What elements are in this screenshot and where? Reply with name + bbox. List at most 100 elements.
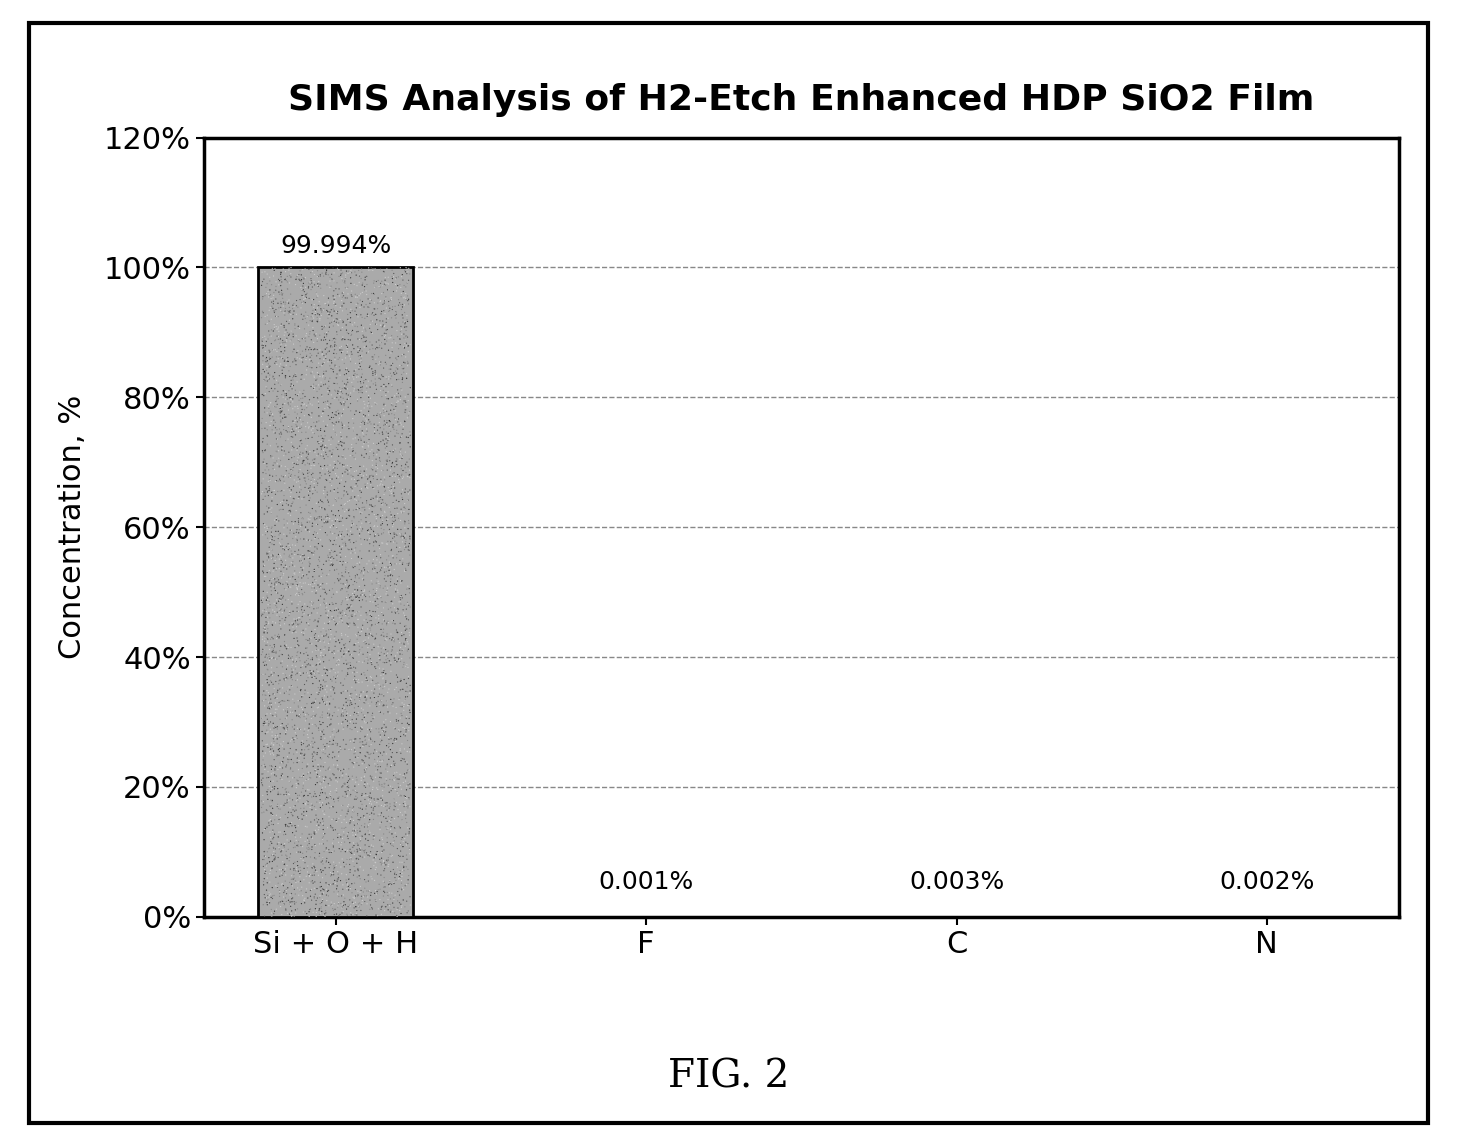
- Point: [321, 842, 344, 861]
- Point: [313, 524, 337, 542]
- Point: [329, 835, 353, 854]
- Point: [395, 333, 418, 352]
- Point: [393, 262, 417, 281]
- Point: [396, 834, 420, 853]
- Point: [283, 720, 306, 738]
- Point: [326, 565, 350, 583]
- Point: [337, 265, 360, 283]
- Point: [373, 397, 396, 415]
- Point: [341, 659, 364, 677]
- Point: [393, 764, 417, 783]
- Point: [351, 292, 374, 311]
- Point: [344, 295, 367, 313]
- Point: [284, 320, 307, 338]
- Point: [265, 391, 288, 409]
- Point: [383, 771, 407, 790]
- Point: [396, 272, 420, 290]
- Point: [390, 298, 414, 316]
- Point: [312, 288, 335, 306]
- Point: [303, 456, 326, 474]
- Point: [312, 813, 335, 831]
- Point: [347, 492, 370, 510]
- Point: [315, 512, 338, 531]
- Point: [328, 835, 351, 854]
- Point: [334, 760, 357, 778]
- Point: [255, 857, 278, 876]
- Point: [337, 590, 360, 609]
- Point: [321, 525, 344, 543]
- Point: [374, 508, 398, 526]
- Point: [382, 267, 405, 285]
- Point: [303, 542, 326, 560]
- Point: [313, 583, 337, 602]
- Point: [380, 645, 404, 664]
- Point: [293, 509, 316, 527]
- Point: [275, 636, 299, 654]
- Point: [306, 286, 329, 305]
- Point: [300, 787, 323, 806]
- Point: [323, 871, 347, 889]
- Point: [275, 747, 299, 766]
- Point: [290, 745, 313, 763]
- Point: [396, 291, 420, 309]
- Point: [356, 818, 379, 837]
- Point: [348, 878, 372, 896]
- Point: [310, 411, 334, 430]
- Point: [306, 774, 329, 792]
- Point: [373, 316, 396, 335]
- Point: [386, 623, 409, 642]
- Point: [357, 825, 380, 843]
- Point: [288, 644, 312, 662]
- Point: [364, 462, 388, 480]
- Point: [351, 848, 374, 866]
- Point: [373, 566, 396, 584]
- Point: [316, 513, 339, 532]
- Point: [385, 603, 408, 621]
- Point: [256, 282, 280, 300]
- Point: [287, 335, 310, 353]
- Point: [329, 705, 353, 723]
- Point: [316, 877, 339, 895]
- Point: [290, 270, 313, 289]
- Point: [322, 874, 345, 893]
- Point: [275, 527, 299, 545]
- Point: [291, 509, 315, 527]
- Point: [307, 654, 331, 673]
- Point: [300, 709, 323, 728]
- Point: [348, 897, 372, 916]
- Point: [286, 808, 309, 826]
- Point: [261, 405, 284, 423]
- Point: [303, 667, 326, 685]
- Point: [281, 371, 305, 390]
- Point: [370, 829, 393, 847]
- Point: [332, 280, 356, 298]
- Point: [382, 397, 405, 415]
- Point: [322, 272, 345, 290]
- Point: [300, 582, 323, 601]
- Point: [252, 335, 275, 353]
- Point: [329, 900, 353, 918]
- Point: [294, 536, 318, 555]
- Point: [319, 786, 342, 804]
- Point: [376, 627, 399, 645]
- Point: [341, 584, 364, 603]
- Point: [309, 587, 332, 605]
- Point: [291, 574, 315, 592]
- Point: [366, 453, 389, 471]
- Point: [278, 545, 302, 564]
- Point: [272, 636, 296, 654]
- Point: [252, 490, 275, 509]
- Point: [376, 756, 399, 775]
- Point: [398, 619, 421, 637]
- Point: [363, 751, 386, 769]
- Point: [342, 753, 366, 771]
- Point: [386, 604, 409, 622]
- Point: [278, 681, 302, 699]
- Point: [395, 755, 418, 774]
- Point: [385, 269, 408, 288]
- Point: [347, 566, 370, 584]
- Point: [348, 554, 372, 572]
- Point: [316, 661, 339, 680]
- Point: [315, 735, 338, 753]
- Point: [259, 526, 283, 544]
